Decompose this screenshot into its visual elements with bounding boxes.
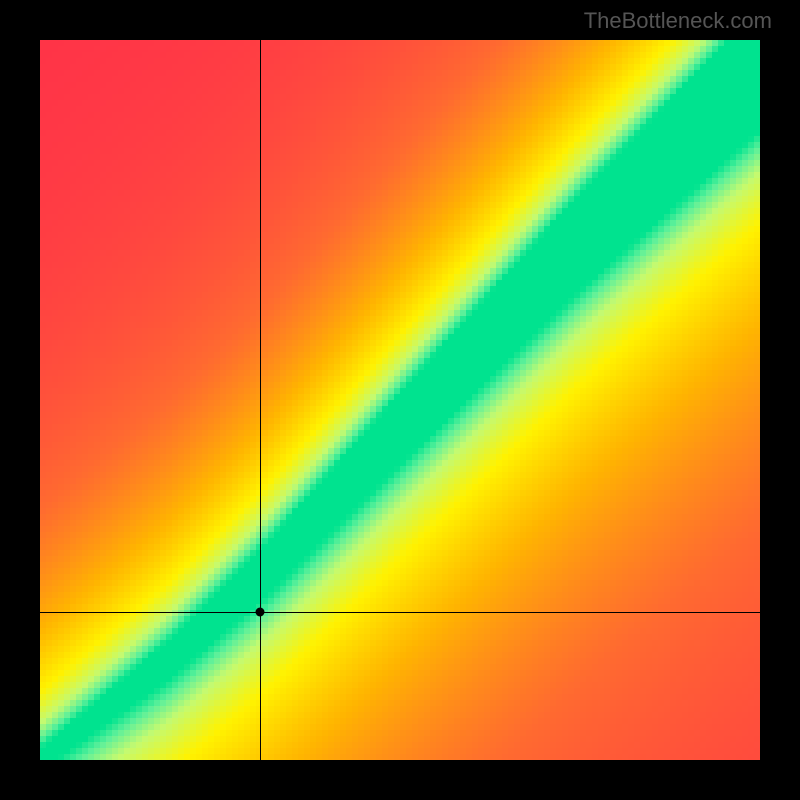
heatmap-canvas — [40, 40, 760, 760]
bottleneck-heatmap — [40, 40, 760, 760]
crosshair-marker-dot — [255, 608, 264, 617]
crosshair-horizontal — [40, 612, 760, 613]
crosshair-vertical — [260, 40, 261, 760]
watermark-text: TheBottleneck.com — [584, 8, 772, 34]
